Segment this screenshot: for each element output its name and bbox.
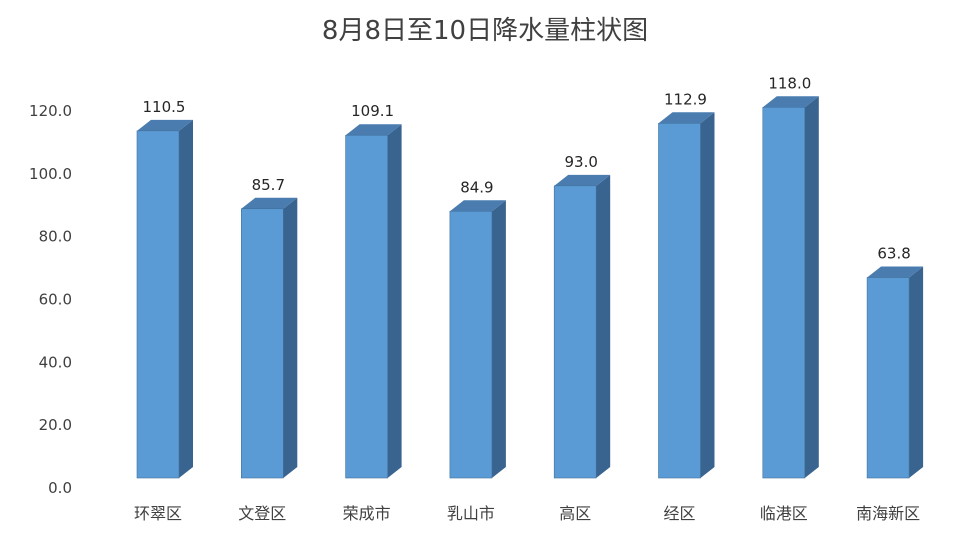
bar-front: [136, 130, 180, 479]
bar: [553, 174, 611, 479]
bar-side: [596, 174, 611, 478]
y-tick-label: 40.0: [39, 353, 72, 371]
bar-front: [449, 210, 493, 479]
data-label: 109.1: [351, 102, 394, 120]
data-label: 84.9: [460, 178, 493, 196]
bar-side: [909, 266, 924, 478]
bar-top: [762, 96, 819, 108]
y-tick-label: 100.0: [29, 165, 72, 183]
bar: [241, 197, 298, 479]
bar: [345, 124, 402, 479]
bar-side: [179, 119, 193, 479]
bar-side: [387, 124, 402, 478]
bar: [136, 119, 193, 479]
bar-side: [804, 96, 819, 479]
bar-side: [700, 112, 715, 478]
data-label: 85.7: [252, 176, 285, 194]
x-tick-label: 经区: [663, 504, 695, 523]
bar-front: [866, 277, 910, 479]
bar: [449, 200, 506, 479]
y-tick-label: 0.0: [48, 479, 72, 497]
bar-front: [762, 106, 806, 479]
x-tick-label: 荣成市: [343, 504, 391, 523]
data-label: 112.9: [664, 90, 707, 108]
bar-front: [345, 134, 388, 479]
bar-top: [867, 266, 924, 278]
bar: [658, 112, 715, 479]
bar-front: [553, 185, 597, 479]
x-tick-label: 文登区: [238, 504, 286, 523]
bar-front: [658, 123, 701, 479]
bar-front: [241, 208, 284, 479]
bar-top: [554, 174, 611, 186]
y-tick-label: 80.0: [39, 228, 72, 246]
y-tick-label: 60.0: [39, 291, 72, 309]
bar-side: [283, 197, 298, 479]
y-tick-label: 120.0: [29, 102, 72, 120]
x-tick-label: 南海新区: [856, 504, 920, 523]
bar-top: [658, 112, 715, 124]
data-label: 110.5: [143, 98, 186, 116]
chart-title: 8月8日至10日降水量柱状图: [321, 16, 649, 46]
y-tick-label: 20.0: [39, 416, 72, 434]
bar: [762, 96, 819, 479]
bar-side: [491, 200, 506, 478]
data-label: 63.8: [877, 245, 910, 263]
bar-top: [241, 197, 298, 209]
x-tick-label: 环翠区: [134, 504, 182, 523]
x-tick-label: 临港区: [760, 504, 808, 523]
bar-top: [137, 119, 193, 131]
x-tick-label: 高区: [559, 504, 591, 523]
bar: [866, 266, 924, 479]
data-label: 93.0: [564, 153, 597, 171]
x-tick-label: 乳山市: [447, 504, 495, 523]
bar-top: [449, 200, 506, 212]
data-label: 118.0: [768, 74, 811, 92]
bar-top: [345, 124, 402, 136]
